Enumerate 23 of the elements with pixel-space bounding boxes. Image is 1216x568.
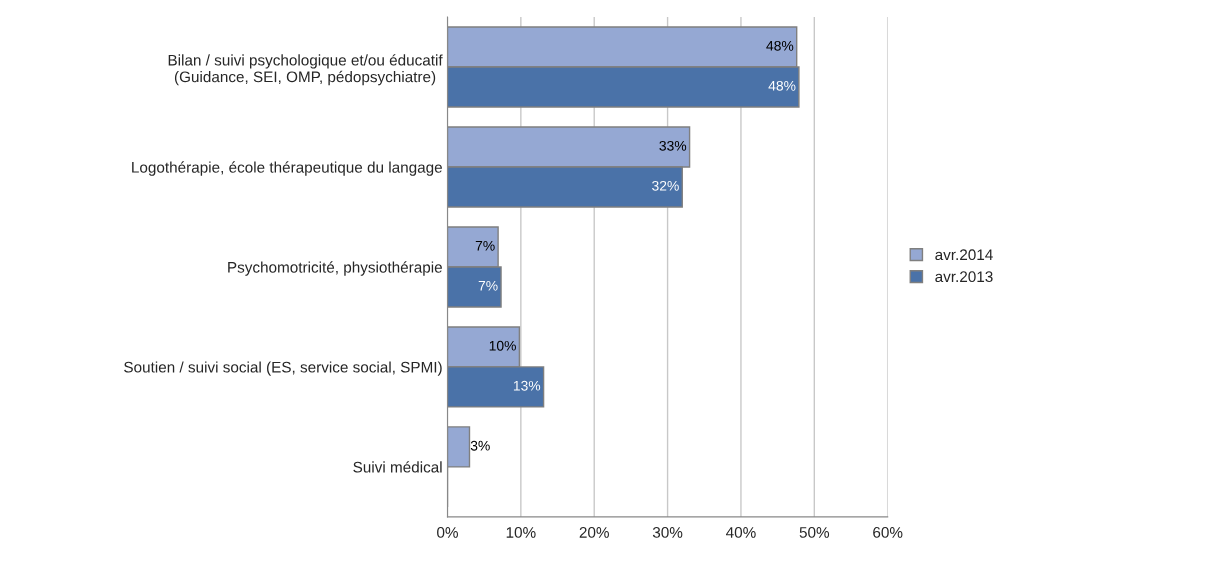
data-label: 48% (766, 40, 794, 51)
x-tick-label: 30% (652, 527, 683, 538)
x-tick-label: 60% (873, 527, 903, 538)
y-tick-label: Soutien / suivi social (ES, service social, SPMI) (124, 361, 442, 376)
x-tick-label: 40% (726, 527, 756, 538)
data-label: 33% (659, 140, 687, 151)
x-tick-label: 20% (579, 527, 609, 538)
data-label: 32% (652, 180, 679, 191)
y-tick-label: Bilan / suivi psychologique et/ou éducatif (Guidance, SEI, OMP, pédopsychiatre) (168, 54, 443, 86)
data-label: 3% (470, 440, 490, 451)
data-label: 48% (768, 80, 796, 91)
x-tick-label: 50% (799, 527, 830, 538)
x-tick-label: 10% (506, 527, 536, 538)
data-label: 10% (489, 340, 516, 351)
y-tick-label: Logothérapie, école thérapeutique du langage (132, 161, 442, 176)
x-tick-label: 0% (437, 527, 458, 538)
y-tick-label: Psychomotricité, physiothérapie (228, 261, 442, 276)
legend-label: avr.2013 (935, 271, 993, 283)
legend-label: avr.2014 (935, 249, 993, 261)
data-label: 7% (475, 240, 495, 251)
data-label: 13% (513, 380, 541, 391)
data-label: 7% (478, 280, 498, 291)
y-tick-label: Suivi médical (353, 461, 442, 473)
